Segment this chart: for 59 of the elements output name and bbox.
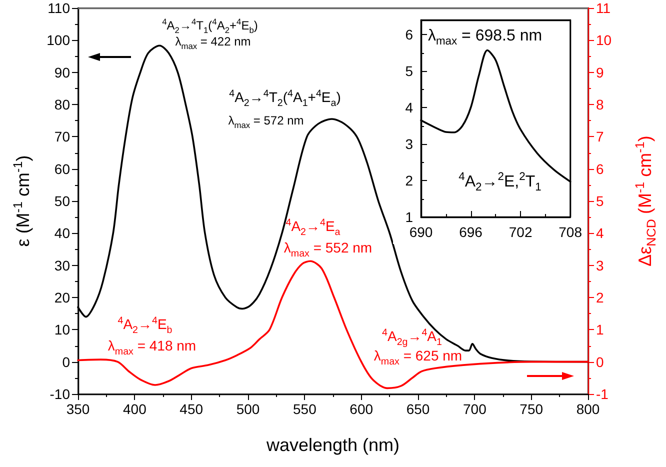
y-tick-label: 10: [54, 322, 70, 338]
y2-tick-label: -1: [596, 386, 609, 402]
y-tick-label: 50: [54, 193, 70, 209]
annotation: $^{4}$A$_{2g}$→$^{4}$A$_{1}$: [382, 327, 442, 348]
y2-tick-label: 1: [596, 322, 604, 338]
annotation: $^{4}$A$_{2}$→$^{4}$E$_{b}$: [118, 315, 172, 336]
x-tick-label: 750: [520, 401, 544, 417]
annotation: λ$_{max}$ = 422 nm: [175, 34, 251, 51]
y-tick-label: 3: [405, 136, 414, 152]
y2-tick-label: 11: [596, 0, 611, 16]
y-tick-label: 40: [54, 225, 70, 242]
y-tick-label: 0: [62, 354, 70, 370]
x-tick-label: 700: [462, 401, 487, 417]
y-tick-label: 5: [405, 63, 414, 80]
y2-tick-label: 4: [596, 225, 604, 242]
x-tick-label: 600: [350, 401, 374, 417]
annotation: λ$_{max}$ = 552 nm: [284, 240, 372, 260]
x-axis-title: wavelength (nm): [266, 435, 400, 455]
y2-tick-label: 3: [596, 257, 604, 274]
text: $^{4}$A$_{2}$→$^{4}$T$_{1}$($^{4}$A$_{2}$+$^{4}$E$_{b}$): [162, 16, 258, 35]
y2-tick-label: 10: [596, 32, 612, 48]
x-tick-label: 800: [576, 401, 600, 417]
x-tick-label: 350: [66, 401, 90, 417]
x-tick-label: 690: [409, 224, 433, 240]
y2-tick-label: 5: [596, 193, 604, 209]
x-tick-label: 650: [406, 401, 430, 417]
annotation: λ$_{max}$ = 418 nm: [108, 338, 196, 358]
text: $^{4}$A$_{2}$→$^{4}$T$_{2}$($^{4}$A$_{1}$+$^{4}$E$_{a}$): [229, 88, 341, 109]
y2-tick-label: 6: [596, 160, 604, 177]
text: $^{4}$A$_{2}$→$^{2}$E,$^{2}$T$_{1}$: [458, 171, 542, 194]
y-tick-label: 80: [54, 96, 70, 112]
y-tick-label: 30: [54, 257, 70, 274]
y2-tick-label: 7: [596, 128, 604, 145]
y2-tick-label: 2: [596, 290, 604, 306]
y-tick-label: 2: [405, 172, 414, 189]
x-tick-label: 696: [459, 224, 483, 240]
y-tick-label: 20: [54, 290, 70, 306]
y-tick-label: 6: [405, 26, 414, 43]
y2-tick-label: 8: [596, 96, 604, 112]
y-tick-label: 110: [48, 0, 70, 16]
annotation: λ$_{max}$ = 625 nm: [374, 348, 462, 368]
x-tick-label: 500: [236, 401, 260, 417]
x-tick-label: 708: [558, 224, 582, 240]
y-tick-label: 100: [46, 32, 70, 48]
annotation: λ$_{max}$ = 572 nm: [228, 114, 304, 130]
y2-tick-label: 0: [596, 354, 604, 370]
y-tick-label: 70: [54, 128, 70, 145]
x-tick-label: 550: [292, 401, 317, 417]
annotation: $^{4}$A$_{2}$→$^{4}$E$_{a}$: [286, 217, 340, 238]
x-tick-label: 400: [122, 401, 147, 417]
y2-tick-label: 9: [596, 64, 604, 80]
annotation: λ$_{max}$ = 698.5 nm: [428, 27, 542, 48]
y-tick-label: 4: [405, 100, 414, 116]
y-tick-label: 60: [54, 160, 70, 177]
x-tick-label: 450: [180, 401, 204, 417]
y-tick-label: 1: [405, 209, 414, 225]
y-tick-label: 90: [54, 64, 70, 80]
x-tick-label: 702: [508, 224, 532, 240]
y-tick-label: -10: [50, 386, 70, 402]
